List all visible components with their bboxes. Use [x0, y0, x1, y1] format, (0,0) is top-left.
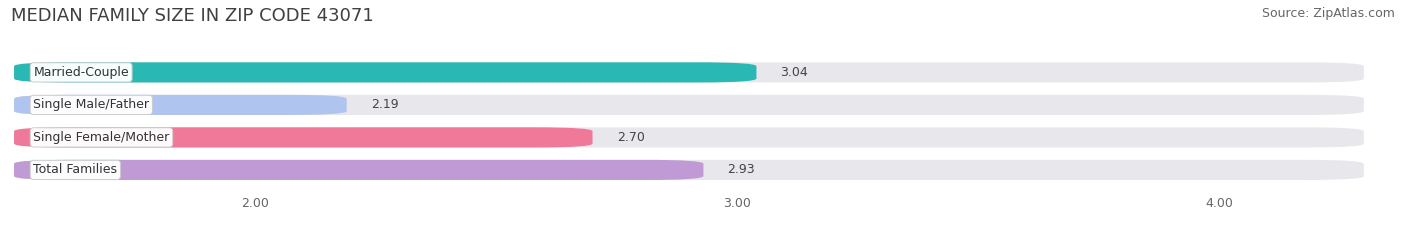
FancyBboxPatch shape: [14, 160, 1364, 180]
FancyBboxPatch shape: [14, 127, 1364, 147]
Text: 3.04: 3.04: [780, 66, 808, 79]
Text: Married-Couple: Married-Couple: [34, 66, 129, 79]
FancyBboxPatch shape: [14, 95, 1364, 115]
FancyBboxPatch shape: [14, 95, 347, 115]
Text: Total Families: Total Families: [34, 163, 117, 176]
Text: 2.93: 2.93: [727, 163, 755, 176]
Text: Source: ZipAtlas.com: Source: ZipAtlas.com: [1261, 7, 1395, 20]
Text: Single Female/Mother: Single Female/Mother: [34, 131, 170, 144]
Text: 2.70: 2.70: [617, 131, 644, 144]
Text: MEDIAN FAMILY SIZE IN ZIP CODE 43071: MEDIAN FAMILY SIZE IN ZIP CODE 43071: [11, 7, 374, 25]
FancyBboxPatch shape: [14, 62, 756, 82]
Text: Single Male/Father: Single Male/Father: [34, 98, 149, 111]
FancyBboxPatch shape: [14, 160, 703, 180]
Text: 2.19: 2.19: [371, 98, 398, 111]
FancyBboxPatch shape: [14, 62, 1364, 82]
FancyBboxPatch shape: [14, 127, 592, 147]
